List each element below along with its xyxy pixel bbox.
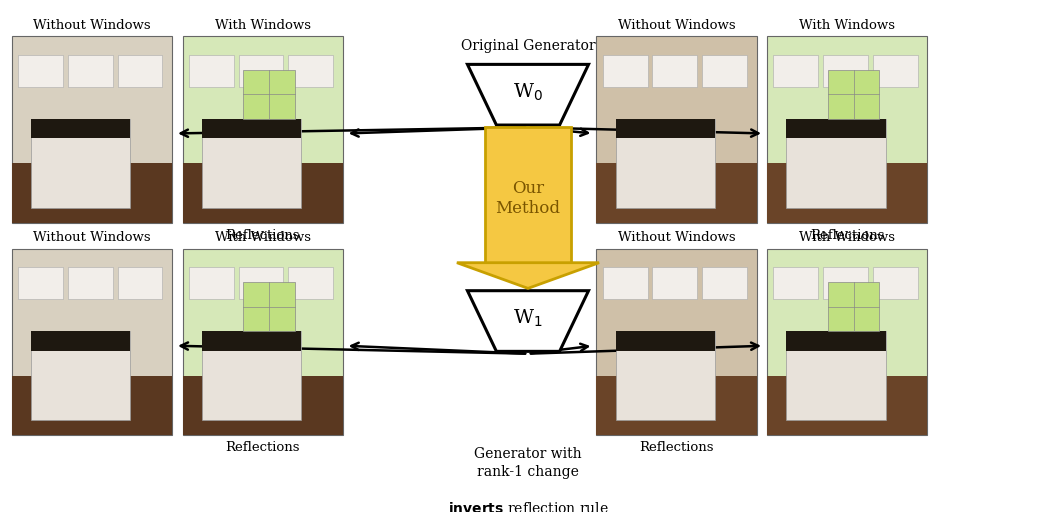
Bar: [288, 55, 333, 87]
Bar: [12, 376, 172, 435]
Bar: [239, 55, 283, 87]
Bar: [31, 331, 130, 420]
Bar: [117, 55, 163, 87]
Bar: [243, 282, 295, 331]
Bar: [597, 376, 756, 435]
Bar: [828, 70, 880, 118]
Bar: [767, 36, 927, 223]
Text: W$_1$: W$_1$: [513, 308, 543, 329]
Text: Reflections: Reflections: [639, 441, 714, 454]
Bar: [189, 55, 233, 87]
Bar: [202, 118, 301, 208]
Bar: [702, 267, 747, 299]
Bar: [616, 331, 715, 351]
Bar: [767, 249, 927, 435]
Text: With Windows: With Windows: [799, 231, 895, 244]
Polygon shape: [468, 65, 588, 125]
Bar: [202, 331, 301, 351]
Bar: [68, 267, 113, 299]
Text: Our
Method: Our Method: [495, 180, 561, 218]
Bar: [787, 331, 886, 351]
Bar: [616, 118, 715, 138]
Bar: [653, 267, 697, 299]
Bar: [183, 376, 342, 435]
Bar: [767, 376, 927, 435]
Text: Without Windows: Without Windows: [33, 19, 151, 32]
Text: $\mathbf{inverts}$ reflection rule: $\mathbf{inverts}$ reflection rule: [448, 501, 608, 512]
Text: Reflections: Reflections: [225, 229, 300, 242]
Bar: [597, 36, 756, 223]
Text: Original Generator: Original Generator: [460, 39, 596, 53]
Bar: [12, 249, 172, 435]
Bar: [239, 267, 283, 299]
Bar: [616, 331, 715, 420]
Bar: [828, 282, 880, 331]
Text: Without Windows: Without Windows: [618, 19, 735, 32]
Bar: [787, 118, 886, 138]
Bar: [183, 163, 342, 223]
Bar: [872, 267, 918, 299]
Bar: [202, 331, 301, 420]
Bar: [603, 267, 647, 299]
Bar: [597, 163, 756, 223]
Text: Reflections: Reflections: [810, 229, 884, 242]
Bar: [767, 163, 927, 223]
Bar: [288, 267, 333, 299]
Bar: [183, 36, 342, 223]
Bar: [12, 163, 172, 223]
Polygon shape: [457, 263, 599, 288]
Text: With Windows: With Windows: [214, 19, 310, 32]
Bar: [31, 118, 130, 138]
Bar: [12, 36, 172, 223]
Bar: [243, 70, 295, 118]
Bar: [31, 118, 130, 208]
Bar: [823, 267, 868, 299]
Bar: [31, 331, 130, 351]
Bar: [787, 331, 886, 420]
Polygon shape: [468, 291, 588, 351]
Bar: [485, 127, 571, 263]
Bar: [773, 267, 818, 299]
Text: With Windows: With Windows: [214, 231, 310, 244]
Bar: [18, 55, 63, 87]
Text: Without Windows: Without Windows: [33, 231, 151, 244]
Bar: [189, 267, 233, 299]
Bar: [787, 118, 886, 208]
Bar: [202, 118, 301, 138]
Text: W$_0$: W$_0$: [513, 82, 543, 103]
Bar: [823, 55, 868, 87]
Bar: [68, 55, 113, 87]
Text: Without Windows: Without Windows: [618, 231, 735, 244]
Bar: [603, 55, 647, 87]
Bar: [597, 249, 756, 435]
Text: Reflections: Reflections: [225, 441, 300, 454]
Text: Generator with
rank-1 change: Generator with rank-1 change: [474, 447, 582, 479]
Bar: [653, 55, 697, 87]
Text: With Windows: With Windows: [799, 19, 895, 32]
Bar: [702, 55, 747, 87]
Bar: [872, 55, 918, 87]
Bar: [18, 267, 63, 299]
Bar: [616, 118, 715, 208]
Bar: [117, 267, 163, 299]
Bar: [773, 55, 818, 87]
Bar: [183, 249, 342, 435]
